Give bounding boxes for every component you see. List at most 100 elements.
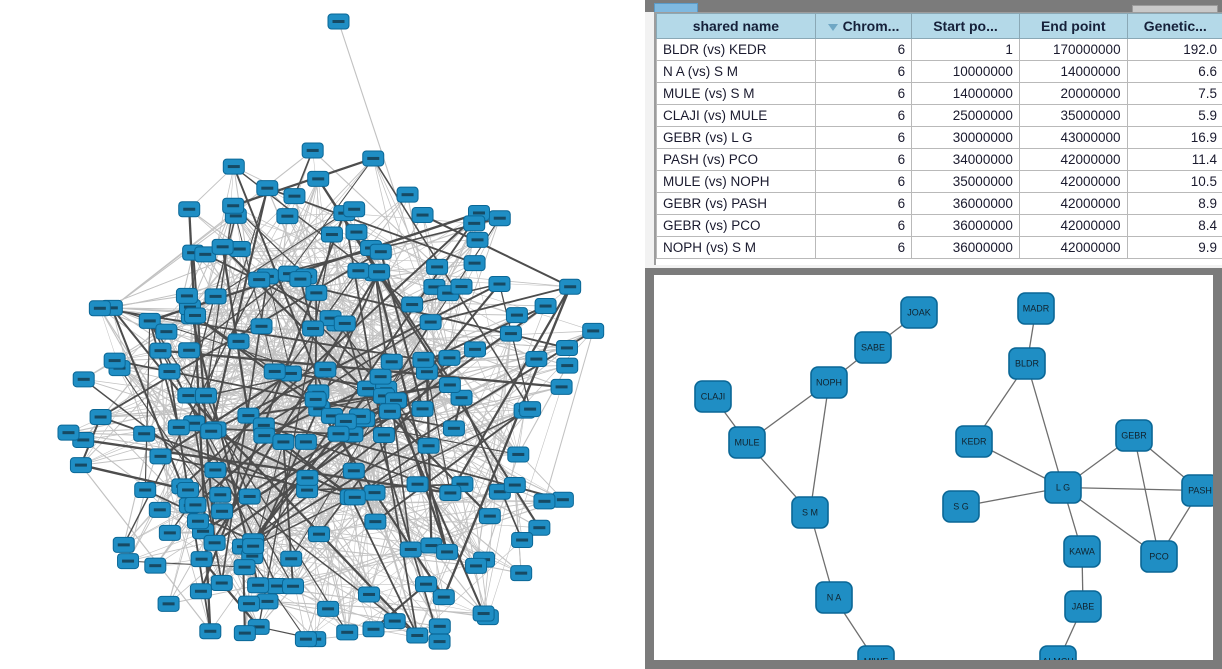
cell-genetic[interactable]: 8.9 [1126,192,1222,215]
node-shape[interactable] [694,380,732,413]
cell-end[interactable]: 35000000 [1018,104,1128,127]
cell-genetic[interactable]: 16.9 [1126,126,1222,149]
graph-edge[interactable] [498,283,531,410]
graph-node[interactable] [253,427,276,444]
cell-start[interactable]: 34000000 [911,148,1020,171]
graph-edge[interactable] [430,285,571,323]
graph-edge[interactable] [205,395,251,497]
graph-edge[interactable] [232,157,374,207]
column-header-3[interactable]: End point [1018,13,1128,39]
graph-node[interactable] [417,437,440,454]
graph-edge[interactable] [221,246,491,517]
graph-node[interactable] [294,433,317,450]
graph-node[interactable] [327,425,350,442]
graph-node-gebr[interactable]: GEBR [1115,419,1153,452]
graph-edge[interactable] [144,320,151,491]
node-shape[interactable] [900,296,938,329]
graph-edge[interactable] [287,215,424,361]
graph-node[interactable] [256,180,279,197]
graph-node[interactable] [256,593,279,610]
cell-end[interactable]: 42000000 [1018,214,1128,237]
graph-edge[interactable] [149,320,348,633]
graph-node[interactable] [559,278,582,295]
graph-edge[interactable] [394,399,449,553]
graph-edge[interactable] [1026,363,1064,488]
cell-chrom[interactable]: 6 [814,170,913,193]
graph-node[interactable] [88,300,111,317]
graph-edge[interactable] [274,266,438,372]
graph-node[interactable] [488,276,511,293]
cell-start[interactable]: 36000000 [911,236,1020,259]
graph-node[interactable] [320,226,343,243]
node-shape[interactable] [810,366,848,399]
graph-node[interactable] [134,482,157,499]
graph-node[interactable] [199,623,222,640]
graph-edge[interactable] [314,292,318,400]
graph-edge[interactable] [188,273,290,351]
graph-edge[interactable] [306,410,391,491]
graph-node[interactable] [442,420,465,437]
cell-chrom[interactable]: 6 [814,148,913,171]
graph-node-sg[interactable]: S G [942,490,980,523]
graph-edge[interactable] [111,215,237,309]
graph-node-joak[interactable]: JOAK [900,296,938,329]
graph-node[interactable] [525,351,548,368]
cell-chrom[interactable]: 6 [814,60,913,83]
graph-edge[interactable] [349,496,419,636]
graph-node[interactable] [372,426,395,443]
node-shape[interactable] [1017,292,1055,325]
graph-node-sm[interactable]: S M [791,496,829,529]
cell-end[interactable]: 170000000 [1018,38,1128,61]
graph-node[interactable] [237,595,260,612]
graph-edge[interactable] [100,399,316,418]
graph-edge[interactable] [159,372,292,458]
cell-end[interactable]: 42000000 [1018,192,1128,215]
graph-node[interactable] [222,158,245,175]
node-shape[interactable] [1063,535,1101,568]
table-row[interactable]: GEBR (vs) L G 6 30000000 43000000 16.9 [656,126,1222,149]
graph-edge[interactable] [292,521,376,587]
node-shape[interactable] [1115,419,1153,452]
graph-node[interactable] [499,325,522,342]
graph-edge[interactable] [189,441,307,506]
table-row[interactable]: GEBR (vs) PCO 6 36000000 42000000 8.4 [656,214,1222,237]
graph-edge[interactable] [378,271,397,401]
graph-edge[interactable] [149,211,480,323]
node-shape[interactable] [1039,645,1077,660]
graph-node-pash[interactable]: PASH [1181,474,1213,507]
graph-node[interactable] [242,538,265,555]
graph-node[interactable] [428,633,451,650]
graph-node[interactable] [439,484,462,501]
graph-node[interactable] [342,462,365,479]
node-shape[interactable] [1044,471,1082,504]
graph-node[interactable] [158,524,181,541]
graph-node[interactable] [307,170,330,187]
graph-node[interactable] [432,589,455,606]
cell-chrom[interactable]: 6 [814,126,913,149]
cell-genetic[interactable]: 8.4 [1126,214,1222,237]
graph-edge[interactable] [318,223,475,535]
graph-edge[interactable] [159,509,320,535]
graph-node[interactable] [280,550,303,567]
graph-edge[interactable] [449,286,572,494]
column-header-1[interactable]: Chrom... [814,13,913,39]
graph-node-madr[interactable]: MADR [1017,292,1055,325]
graph-node[interactable] [247,577,270,594]
graph-edge[interactable] [337,21,451,359]
cell-chrom[interactable]: 6 [814,38,913,61]
graph-node[interactable] [380,353,403,370]
graph-edge[interactable] [232,205,276,372]
graph-edge[interactable] [343,212,419,636]
graph-edge[interactable] [160,455,355,499]
table-row[interactable]: MULE (vs) S M 6 14000000 20000000 7.5 [656,82,1222,105]
node-shape[interactable] [815,581,853,614]
graph-node[interactable] [450,278,473,295]
cell-genetic[interactable]: 6.6 [1126,60,1222,83]
overview-network-panel[interactable] [0,0,645,669]
graph-node[interactable] [69,457,92,474]
graph-node[interactable] [155,323,178,340]
table-scroll-area[interactable]: shared name Chrom... Start po... End point G… [654,12,1222,265]
graph-edge[interactable] [166,217,500,333]
cell-shared_name[interactable]: PASH (vs) PCO [656,148,816,171]
node-shape[interactable] [857,645,895,660]
